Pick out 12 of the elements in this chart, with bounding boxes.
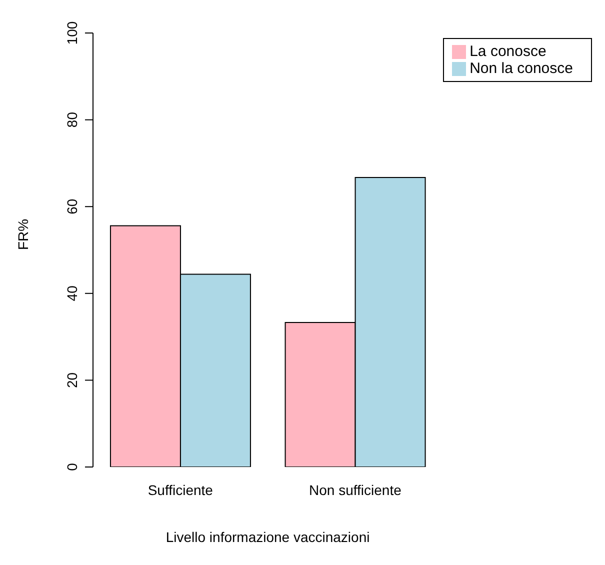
y-tick-label: 0 <box>64 462 80 471</box>
x-tick-label: Non sufficiente <box>309 482 402 498</box>
x-tick-label: Sufficiente <box>148 482 214 498</box>
y-tick-label: 40 <box>64 285 80 302</box>
x-axis-title: Livello informazione vaccinazioni <box>166 529 370 545</box>
legend-label: Non la conosce <box>470 60 573 77</box>
legend-label: La conosce <box>470 43 546 60</box>
y-tick-label: 80 <box>64 112 80 128</box>
y-axis-title: FR% <box>14 218 31 250</box>
y-tick-label: 100 <box>64 21 80 45</box>
y-tick-label: 20 <box>64 372 80 388</box>
y-tick-label: 60 <box>64 198 80 214</box>
